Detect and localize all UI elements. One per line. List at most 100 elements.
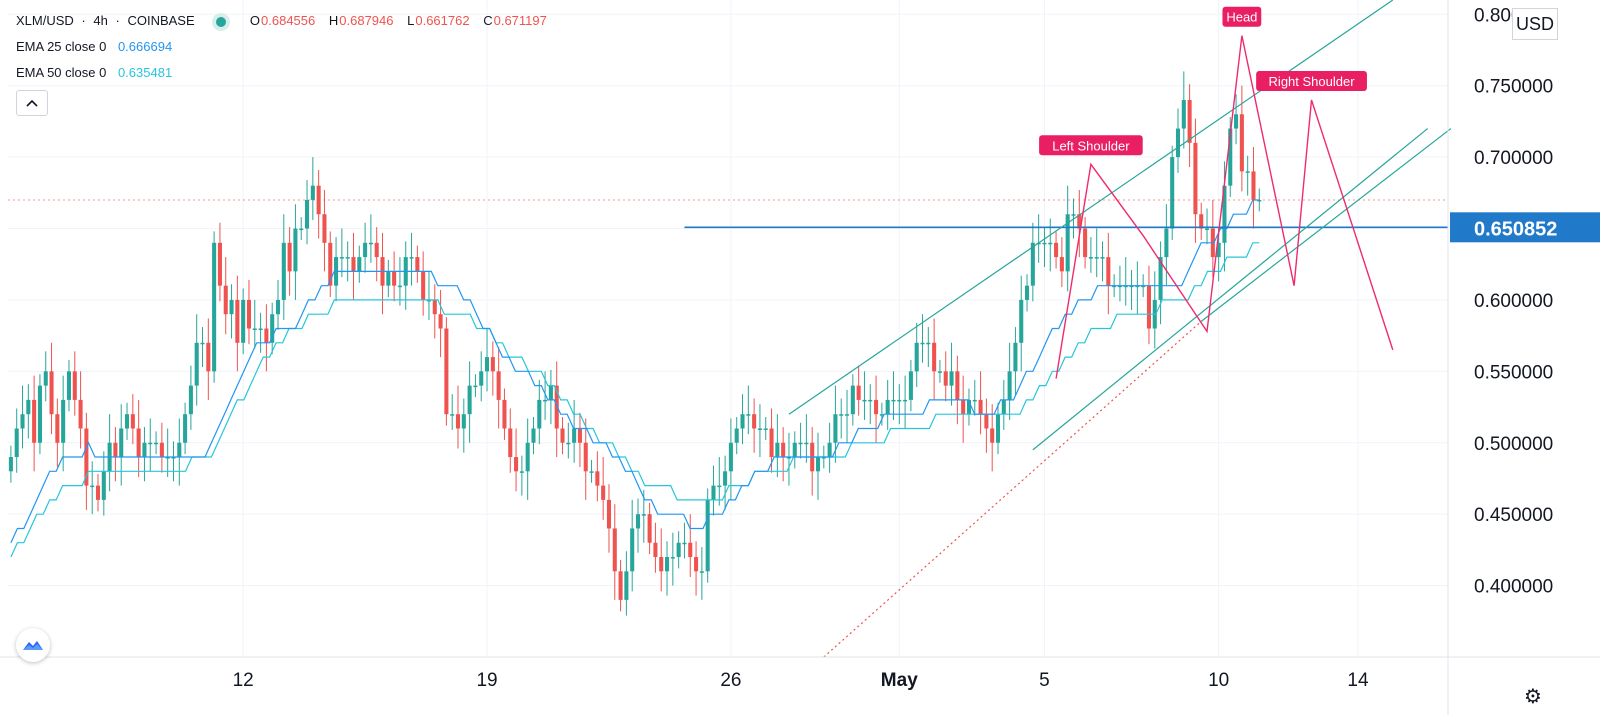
- tradingview-logo-icon[interactable]: [16, 628, 50, 662]
- candle-body: [995, 414, 1001, 443]
- candle: [1083, 217, 1088, 269]
- pattern-label: Left Shoulder: [1039, 135, 1143, 156]
- candle: [61, 375, 66, 472]
- currency-button[interactable]: USD: [1512, 8, 1558, 40]
- pattern-label-text: Left Shoulder: [1052, 138, 1130, 153]
- candle: [223, 257, 228, 335]
- candle-body: [426, 299, 431, 302]
- candle: [1175, 108, 1181, 173]
- candle-body: [20, 414, 25, 429]
- time-tick-label: 14: [1347, 670, 1369, 691]
- candle-body: [246, 299, 251, 329]
- candle: [659, 528, 664, 592]
- candle: [903, 375, 908, 429]
- candle-body: [496, 371, 501, 400]
- price-tick-label: 0.600000: [1474, 291, 1553, 312]
- candle-body: [508, 428, 513, 458]
- candle-body: [525, 442, 530, 472]
- candle: [125, 402, 130, 440]
- candle-body: [577, 428, 582, 443]
- candle-body: [734, 428, 739, 443]
- collapse-legend-button[interactable]: [16, 90, 48, 116]
- candle: [1054, 231, 1059, 269]
- candle-body: [270, 314, 275, 343]
- candle: [217, 222, 222, 302]
- candle: [299, 217, 304, 240]
- channel-upper-line: [788, 0, 1394, 415]
- candle: [1007, 342, 1012, 420]
- candle: [84, 412, 89, 510]
- candle-body: [287, 242, 292, 272]
- candle-body: [694, 557, 699, 572]
- candle-body: [26, 399, 31, 415]
- interval-label[interactable]: 4h: [93, 13, 108, 28]
- candle: [717, 457, 722, 506]
- candle-body: [1129, 285, 1134, 288]
- candle-body: [740, 414, 745, 429]
- candle: [368, 214, 373, 263]
- candle: [72, 351, 77, 416]
- candle: [78, 371, 83, 449]
- candle: [1170, 145, 1175, 240]
- candle-body: [1234, 114, 1239, 129]
- candle-body: [142, 442, 147, 458]
- candle: [804, 414, 809, 463]
- open-key: O: [249, 13, 261, 28]
- candle: [206, 318, 211, 400]
- ema25-line: [10, 199, 1260, 543]
- price-tick-label: 0.550000: [1474, 362, 1553, 383]
- candle: [734, 417, 739, 455]
- candle: [728, 418, 733, 500]
- candle: [264, 304, 269, 372]
- candle-body: [943, 371, 948, 386]
- candle-body: [961, 399, 966, 415]
- candle-body: [206, 342, 211, 372]
- candle-body: [897, 399, 902, 402]
- candle-body: [798, 442, 803, 445]
- candle: [1042, 227, 1047, 268]
- ema25-row[interactable]: EMA 25 close 0 0.666694: [16, 34, 557, 60]
- candle-body: [49, 371, 54, 415]
- candle-body: [1135, 285, 1140, 288]
- candle: [8, 445, 13, 483]
- candle-body: [322, 214, 327, 243]
- candle: [142, 427, 147, 482]
- candle-body: [560, 428, 565, 443]
- chart-legend: XLM/USD · 4h · COINBASE O0.684556 H0.687…: [16, 8, 557, 86]
- candle-body: [37, 385, 42, 443]
- candle-body: [1042, 242, 1047, 245]
- candle-body: [926, 342, 931, 345]
- candle-body: [1164, 228, 1169, 258]
- candle: [258, 312, 263, 353]
- candle-body: [148, 442, 153, 445]
- candle: [572, 399, 577, 463]
- candle-body: [752, 414, 757, 429]
- gear-icon[interactable]: ⚙: [1524, 686, 1542, 708]
- candle: [461, 398, 466, 453]
- candle-body: [61, 399, 66, 443]
- ema50-row[interactable]: EMA 50 close 0 0.635481: [16, 60, 557, 86]
- candle-body: [119, 428, 124, 458]
- candle-body: [473, 385, 478, 388]
- candle-body: [711, 485, 716, 500]
- candle: [426, 271, 431, 320]
- candle-body: [1048, 242, 1053, 245]
- candle-body: [136, 428, 141, 458]
- candle-body: [374, 242, 379, 258]
- candle: [241, 288, 246, 355]
- symbol-name[interactable]: XLM/USD: [16, 13, 74, 28]
- candle-body: [235, 299, 240, 343]
- candle-body: [1059, 257, 1064, 272]
- candle-body: [72, 371, 77, 400]
- candle: [740, 394, 745, 445]
- candle-body: [839, 414, 844, 416]
- candle-body: [1199, 214, 1204, 229]
- pattern-label-bg: [1222, 6, 1262, 27]
- open-value: 0.684556: [261, 13, 316, 28]
- candle: [444, 317, 449, 426]
- candle-body: [415, 257, 420, 272]
- candle-body: [572, 428, 577, 443]
- candle-body: [125, 414, 130, 429]
